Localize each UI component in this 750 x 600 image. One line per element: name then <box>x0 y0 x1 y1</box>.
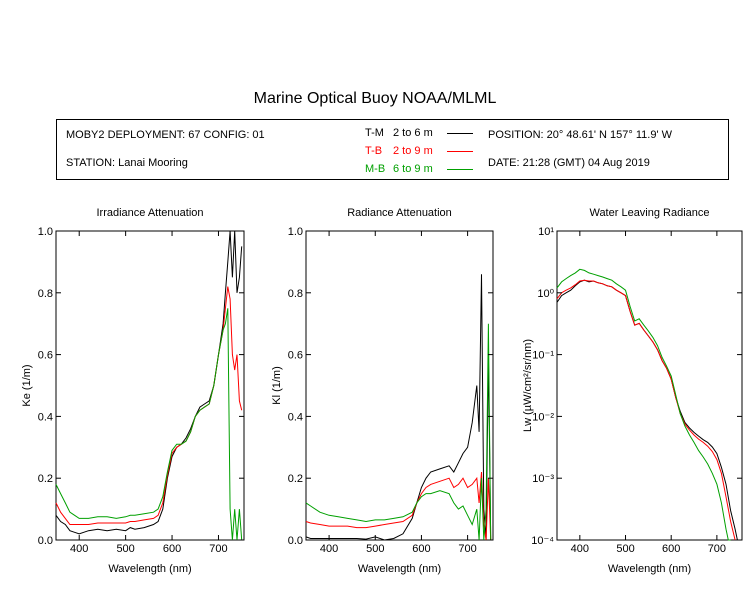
panel1-ytick-3: 0.6 <box>38 350 53 362</box>
panel2-xtick-400: 400 <box>320 543 338 555</box>
panel1-frame <box>55 230 245 541</box>
panel3-ylabel: Lw (µW/cm²/sr/nm) <box>522 339 534 432</box>
panel3-series-t-m <box>556 279 738 541</box>
date-text: DATE: 21:28 (GMT) 04 Aug 2019 <box>488 157 650 169</box>
legend-line-tb <box>447 151 473 152</box>
panel3-xtick-600: 600 <box>662 543 680 555</box>
legend-code-tm: T-M <box>365 127 384 139</box>
legend-code-mb: M-B <box>365 163 386 175</box>
panel2-xlabel: Wavelength (nm) <box>358 563 441 575</box>
panel3-ytick-5: 10¹ <box>538 226 554 238</box>
panel1-title: Irradiance Attenuation <box>96 207 203 219</box>
panel2-frame <box>305 230 494 541</box>
legend-range-tm: 2 to 6 m <box>393 127 433 139</box>
panel1-xtick-700: 700 <box>209 543 227 555</box>
panel2-ylabel: Kl (1/m) <box>271 366 283 405</box>
panel1-ytick-5: 1.0 <box>38 226 53 238</box>
panel3-xlabel: Wavelength (nm) <box>608 563 691 575</box>
panel1-series-m-b <box>55 308 243 541</box>
legend-line-tm <box>447 133 473 134</box>
chart-title: Marine Optical Buoy NOAA/MLML <box>253 90 497 107</box>
legend-range-tb: 2 to 9 m <box>393 145 433 157</box>
panel2-xtick-700: 700 <box>458 543 476 555</box>
legend-line-mb <box>447 169 473 170</box>
panel1-xtick-400: 400 <box>70 543 88 555</box>
panel3-ytick-2: 10⁻² <box>532 411 554 423</box>
panel3-xtick-400: 400 <box>571 543 589 555</box>
panel3-title: Water Leaving Radiance <box>589 207 709 219</box>
panel3-xtick-700: 700 <box>708 543 726 555</box>
panel1-series-t-b <box>55 286 243 525</box>
panel2-ytick-4: 0.8 <box>288 288 303 300</box>
panel1-xtick-600: 600 <box>163 543 181 555</box>
panel2-title: Radiance Attenuation <box>347 207 452 219</box>
panel2-series-m-b <box>305 323 492 541</box>
panel2-ytick-1: 0.2 <box>288 473 303 485</box>
panel1-ytick-0: 0.0 <box>38 535 53 547</box>
panel1-xtick-500: 500 <box>116 543 134 555</box>
panel2-xtick-500: 500 <box>366 543 384 555</box>
panel2-ytick-5: 1.0 <box>288 226 303 238</box>
panel3-ytick-3: 10⁻¹ <box>532 350 554 362</box>
info-box: MOBY2 DEPLOYMENT: 67 CONFIG: 01 STATION:… <box>56 119 729 180</box>
position-text: POSITION: 20° 48.61' N 157° 11.9' W <box>488 129 672 141</box>
deployment-text: MOBY2 DEPLOYMENT: 67 CONFIG: 01 <box>66 129 265 141</box>
panel3-ytick-4: 10⁰ <box>537 288 554 300</box>
panel3-series-t-b <box>556 279 736 541</box>
panel1-series-t-m <box>55 230 243 535</box>
legend-code-tb: T-B <box>365 145 383 157</box>
panel2-ytick-3: 0.6 <box>288 350 303 362</box>
panel3-ytick-1: 10⁻³ <box>532 473 554 485</box>
panel2-series-t-b <box>305 471 492 541</box>
panel1-ytick-4: 0.8 <box>38 288 53 300</box>
panel3-series-m-b <box>556 268 731 541</box>
panel1-xlabel: Wavelength (nm) <box>108 563 191 575</box>
panel3-xtick-500: 500 <box>616 543 634 555</box>
station-text: STATION: Lanai Mooring <box>66 157 188 169</box>
panel1-ytick-2: 0.4 <box>38 411 53 423</box>
panel2-ytick-0: 0.0 <box>288 535 303 547</box>
panel1-ylabel: Ke (1/m) <box>21 364 33 406</box>
panel2-series-t-m <box>305 274 492 541</box>
panel1-ytick-1: 0.2 <box>38 473 53 485</box>
panel3-frame <box>556 230 743 541</box>
panel2-xtick-600: 600 <box>412 543 430 555</box>
legend-range-mb: 6 to 9 m <box>393 163 433 175</box>
panel3-ytick-0: 10⁻⁴ <box>531 535 554 547</box>
panel2-ytick-2: 0.4 <box>288 411 303 423</box>
